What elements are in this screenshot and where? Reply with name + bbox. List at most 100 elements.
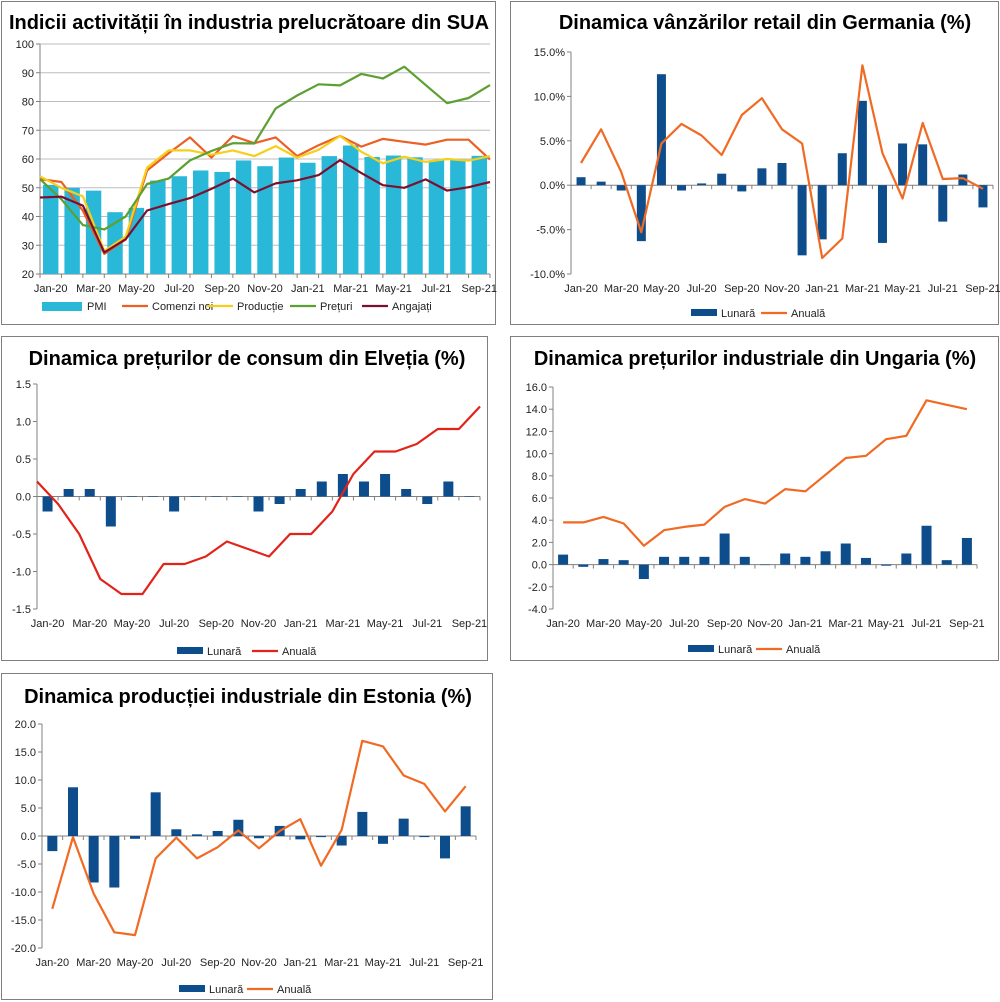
legend-label: Prețuri [320,301,352,313]
y-tick-label: -10.0 [11,887,36,899]
bar [817,185,827,240]
bar [300,162,316,274]
x-tick-label: Nov-20 [747,618,782,630]
bar [254,836,264,839]
y-tick-label: 100 [16,39,34,51]
x-tick-label: Mar-20 [76,957,111,969]
legend-swatch [177,647,203,654]
bar [316,836,326,838]
bar [419,836,430,838]
y-tick-label: -0.5 [12,529,31,541]
bar [837,153,847,186]
series-line [563,399,968,547]
bar [211,496,222,497]
x-tick-label: Mar-21 [324,957,359,969]
y-tick-label: 6.0 [532,493,547,505]
y-tick-label: 10.0% [534,91,565,103]
legend-label: Lunară [718,644,753,656]
chart-title: Indicii activității în industria prelucr… [9,12,489,34]
chart-estonia-industrial: Dinamica producției industriale din Esto… [11,686,483,996]
bar [232,496,243,497]
x-tick-label: Jan-20 [564,283,598,295]
x-tick-label: Mar-21 [333,283,368,295]
bar [336,836,347,846]
x-tick-label: May-21 [367,618,404,630]
x-tick-label: Mar-21 [325,618,360,630]
bar [316,481,327,497]
bar [464,496,475,497]
y-tick-label: 16.0 [526,382,547,394]
bar [877,185,887,243]
x-tick-label: Mar-21 [828,618,863,630]
bar [212,830,223,836]
x-tick-label: May-21 [884,283,921,295]
chart-panel-estonia-industrial: Dinamica producției industriale din Esto… [1,673,493,1000]
x-tick-label: Jul-20 [161,957,191,969]
bar [337,474,348,497]
bar [68,787,78,836]
x-tick-label: May-21 [365,957,402,969]
legend-label: Angajați [392,301,432,313]
y-tick-label: -4.0 [528,604,547,616]
y-tick-label: 2.0 [532,537,547,549]
bar [428,160,445,274]
bar [820,551,831,565]
x-tick-label: Jul-20 [159,618,189,630]
bar [150,792,161,836]
bar [719,533,730,565]
y-tick-label: -20.0 [11,943,36,955]
y-tick-label: 40 [22,212,34,224]
x-tick-label: Mar-20 [586,618,621,630]
bar [797,185,807,256]
bar [130,836,140,839]
bar [128,207,145,274]
chart-title: Dinamica prețurilor industriale din Unga… [534,348,976,370]
bar [941,560,952,565]
bar [274,496,285,504]
bar [190,496,201,497]
x-tick-label: May-20 [117,957,154,969]
bar [800,556,811,565]
x-tick-label: Mar-20 [604,283,639,295]
x-tick-label: Jul-21 [412,618,442,630]
y-tick-label: 5.0 [21,803,36,815]
bar [616,185,626,191]
bar [440,836,450,859]
bar [978,185,988,208]
chart-usa-manufacturing: Indicii activității în industria prelucr… [9,12,497,313]
bar [398,818,409,836]
bar [656,74,666,186]
bar [679,556,690,565]
chart-hungary-ppi: Dinamica prețurilor industriale din Unga… [526,348,985,656]
y-tick-label: -15.0 [11,915,36,927]
bar [235,160,252,274]
x-tick-label: Jan-21 [284,618,318,630]
legend-label: Anuală [277,984,312,996]
chart-title: Dinamica producției industriale din Esto… [24,686,472,708]
x-tick-label: Nov-20 [247,283,282,295]
bar [450,159,466,274]
bar [253,496,264,512]
y-tick-label: 0.0 [532,560,547,572]
y-tick-label: 1.0 [16,417,31,429]
x-tick-label: Sep-21 [949,618,984,630]
y-tick-label: 15.0 [15,747,36,759]
bar [938,185,948,222]
bar [150,180,166,274]
bar [385,155,402,274]
y-tick-label: 0.5 [16,454,31,466]
chart-panel-usa-manufacturing: Indicii activității în industria prelucr… [1,1,497,325]
bar [659,556,670,565]
legend-label: Anuală [791,308,826,320]
y-tick-label: 10.0 [15,775,36,787]
bar [760,564,770,566]
series-line [36,405,481,596]
x-tick-label: Jan-21 [805,283,839,295]
bar [169,496,180,512]
y-tick-label: -5.0% [536,225,565,237]
x-tick-label: May-20 [114,618,151,630]
y-tick-label: 80 [22,97,34,109]
y-tick-label: 12.0 [526,426,547,438]
bar [358,481,369,497]
legend-label: Comenzi noi [152,301,213,313]
